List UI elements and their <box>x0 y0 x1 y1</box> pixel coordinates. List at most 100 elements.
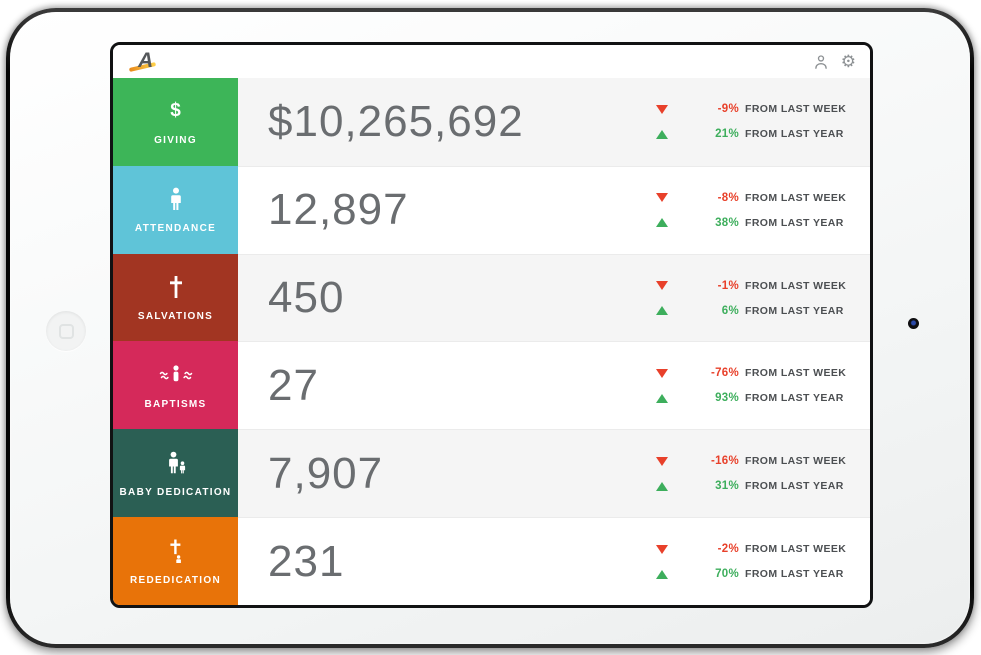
front-camera <box>908 318 919 329</box>
year-percent: 21% <box>715 128 739 141</box>
triangle-up-icon <box>656 481 668 491</box>
metric-value: $10,265,692 <box>268 96 524 146</box>
dollar-icon: $ <box>170 100 181 122</box>
year-change: 38% FROM LAST YEAR <box>656 217 848 229</box>
metric-stats: -16% FROM LAST WEEK 31% FROM LAST YEAR <box>656 455 848 492</box>
year-label: FROM LAST YEAR <box>745 568 844 581</box>
year-label: FROM LAST YEAR <box>745 216 844 229</box>
week-label: FROM LAST WEEK <box>745 191 847 204</box>
year-percent: 93% <box>715 392 739 405</box>
metric-stats: -1% FROM LAST WEEK 6% FROM LAST YEAR <box>656 280 848 317</box>
app-logo: A <box>128 48 163 74</box>
metric-value: 27 <box>268 360 319 410</box>
triangle-down-icon <box>656 104 668 114</box>
person-icon <box>165 185 187 213</box>
metric-row-giving[interactable]: $ GIVING $10,265,692 -9% FROM LAST WEEK <box>113 78 870 166</box>
home-button[interactable] <box>46 311 86 351</box>
metric-row-salvations[interactable]: SALVATIONS 450 -1% FROM LAST WEEK 6% <box>113 253 870 342</box>
year-label: FROM LAST YEAR <box>745 304 844 317</box>
baptism-icon <box>159 361 193 389</box>
metric-tile-salvations[interactable]: SALVATIONS <box>113 253 238 342</box>
triangle-up-icon <box>656 306 668 316</box>
triangle-down-icon <box>656 193 668 203</box>
year-change: 6% FROM LAST YEAR <box>656 305 848 317</box>
triangle-up-icon <box>656 393 668 403</box>
metric-stats: -76% FROM LAST WEEK 93% FROM LAST YEAR <box>656 367 848 404</box>
user-icon[interactable] <box>812 53 830 71</box>
metric-stats: -2% FROM LAST WEEK 70% FROM LAST YEAR <box>656 543 848 580</box>
metric-label: SALVATIONS <box>137 311 214 323</box>
metric-content: $10,265,692 -9% FROM LAST WEEK 21% FROM … <box>238 78 870 166</box>
metric-row-baptisms[interactable]: BAPTISMS 27 -76% FROM LAST WEEK 93% <box>113 341 870 430</box>
metric-content: 12,897 -8% FROM LAST WEEK 38% FROM LAST … <box>238 165 870 254</box>
week-change: -16% FROM LAST WEEK <box>656 455 848 467</box>
year-label: FROM LAST YEAR <box>745 128 844 141</box>
metric-rows: $ GIVING $10,265,692 -9% FROM LAST WEEK <box>113 78 870 605</box>
week-percent: -16% <box>710 455 739 468</box>
metric-label: GIVING <box>154 135 197 147</box>
metric-label: BABY DEDICATION <box>119 486 232 498</box>
week-label: FROM LAST WEEK <box>745 367 847 380</box>
week-percent: -76% <box>710 367 739 380</box>
week-change: -9% FROM LAST WEEK <box>656 103 848 115</box>
home-button-glyph <box>58 323 74 339</box>
logo-letter: A <box>138 48 154 72</box>
metric-tile-baby-dedication[interactable]: BABY DEDICATION <box>113 429 238 518</box>
year-change: 70% FROM LAST YEAR <box>656 568 848 580</box>
metric-row-rededication[interactable]: REDEDICATION 231 -2% FROM LAST WEEK 70% <box>113 517 870 605</box>
tablet-frame: A ⚙ $ GIVING $10,265,692 <box>6 8 974 648</box>
year-percent: 70% <box>715 568 739 581</box>
year-label: FROM LAST YEAR <box>745 480 844 493</box>
metric-label: ATTENDANCE <box>134 223 217 235</box>
triangle-down-icon <box>656 281 668 291</box>
year-percent: 6% <box>721 304 739 317</box>
week-change: -2% FROM LAST WEEK <box>656 543 848 555</box>
metric-content: 450 -1% FROM LAST WEEK 6% FROM LAST YEAR <box>238 253 870 342</box>
metric-tile-baptisms[interactable]: BAPTISMS <box>113 341 238 430</box>
app-screen: A ⚙ $ GIVING $10,265,692 <box>110 42 873 608</box>
week-change: -76% FROM LAST WEEK <box>656 367 848 379</box>
topbar: A ⚙ <box>113 45 870 78</box>
metric-value: 231 <box>268 536 345 586</box>
cross-icon <box>166 273 186 301</box>
metric-stats: -9% FROM LAST WEEK 21% FROM LAST YEAR <box>656 103 848 140</box>
year-percent: 38% <box>715 216 739 229</box>
triangle-down-icon <box>656 368 668 378</box>
year-change: 21% FROM LAST YEAR <box>656 128 848 140</box>
week-label: FROM LAST WEEK <box>745 279 847 292</box>
metric-stats: -8% FROM LAST WEEK 38% FROM LAST YEAR <box>656 192 848 229</box>
metric-tile-rededication[interactable]: REDEDICATION <box>113 517 238 605</box>
metric-value: 450 <box>268 273 345 323</box>
week-label: FROM LAST WEEK <box>745 455 847 468</box>
metric-label: BAPTISMS <box>144 398 207 410</box>
metric-label: REDEDICATION <box>130 574 221 586</box>
metric-row-baby-dedication[interactable]: BABY DEDICATION 7,907 -16% FROM LAST WEE… <box>113 429 870 518</box>
gear-icon[interactable]: ⚙ <box>840 52 856 71</box>
triangle-down-icon <box>656 456 668 466</box>
year-change: 31% FROM LAST YEAR <box>656 480 848 492</box>
week-percent: -8% <box>717 191 739 204</box>
triangle-up-icon <box>656 129 668 139</box>
metric-content: 27 -76% FROM LAST WEEK 93% FROM LAST YEA… <box>238 341 870 430</box>
week-percent: -1% <box>717 279 739 292</box>
triangle-up-icon <box>656 218 668 228</box>
metric-content: 231 -2% FROM LAST WEEK 70% FROM LAST YEA… <box>238 517 870 605</box>
metric-content: 7,907 -16% FROM LAST WEEK 31% FROM LAST … <box>238 429 870 518</box>
year-change: 93% FROM LAST YEAR <box>656 392 848 404</box>
week-label: FROM LAST WEEK <box>745 103 847 116</box>
week-change: -8% FROM LAST WEEK <box>656 192 848 204</box>
rededication-icon <box>166 537 186 565</box>
year-label: FROM LAST YEAR <box>745 392 844 405</box>
week-percent: -2% <box>717 543 739 556</box>
week-percent: -9% <box>717 103 739 116</box>
week-label: FROM LAST WEEK <box>745 543 847 556</box>
metric-tile-giving[interactable]: $ GIVING <box>113 78 238 166</box>
week-change: -1% FROM LAST WEEK <box>656 280 848 292</box>
triangle-up-icon <box>656 569 668 579</box>
metric-tile-attendance[interactable]: ATTENDANCE <box>113 165 238 254</box>
metric-value: 12,897 <box>268 185 409 235</box>
metric-row-attendance[interactable]: ATTENDANCE 12,897 -8% FROM LAST WEEK 38% <box>113 165 870 254</box>
metric-value: 7,907 <box>268 448 384 498</box>
year-percent: 31% <box>715 480 739 493</box>
baby-dedication-icon <box>163 449 189 477</box>
